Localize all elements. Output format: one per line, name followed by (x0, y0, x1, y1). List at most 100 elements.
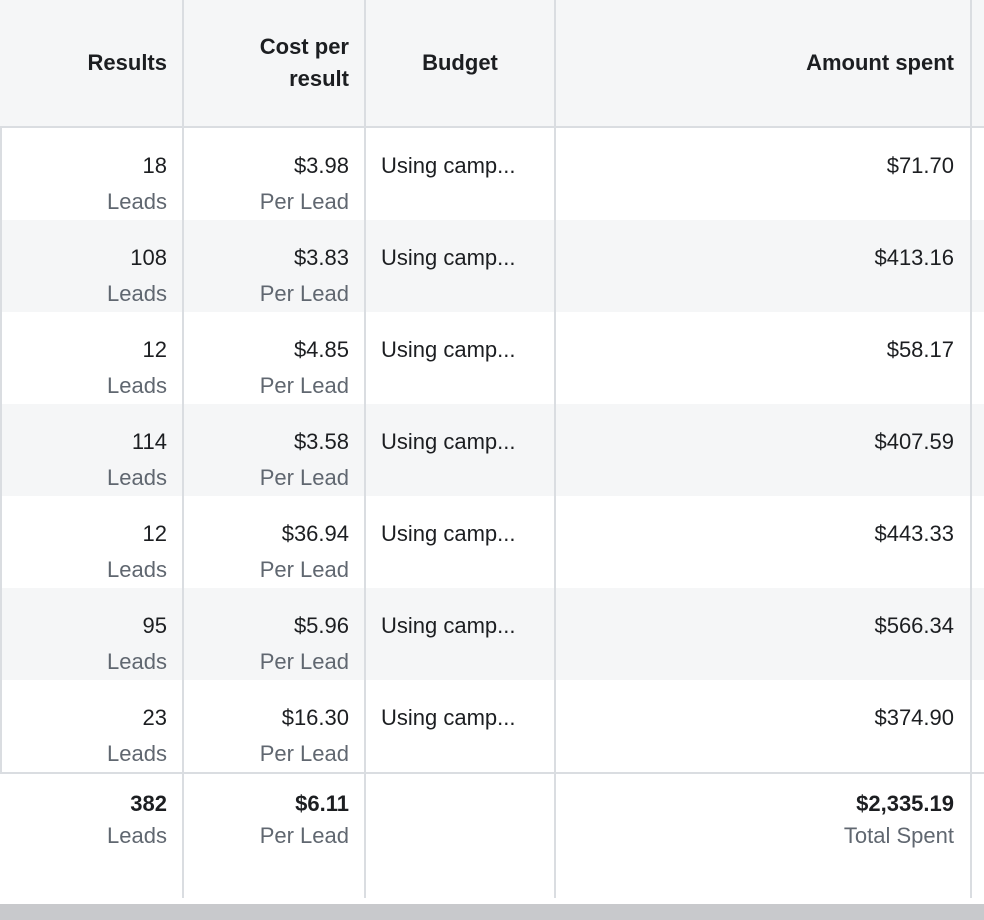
column-header-budget-label: Budget (422, 50, 498, 75)
results-cell: 12 Leads (0, 312, 183, 404)
totals-cost-value: $6.11 (295, 791, 349, 816)
cost-per-result-value: $4.85 (293, 337, 349, 362)
column-header-results-label: Results (87, 50, 167, 75)
results-unit: Leads (107, 557, 167, 582)
cost-per-result-unit: Per Lead (259, 649, 349, 674)
results-value: 12 (142, 337, 167, 362)
column-divider (970, 0, 972, 898)
cost-per-result-unit: Per Lead (259, 281, 349, 306)
column-header-amount-spent-label: Amount spent (806, 50, 954, 75)
column-header-results[interactable]: Results (0, 0, 183, 126)
totals-spent-unit: Total Spent (843, 823, 954, 848)
results-value: 18 (142, 153, 167, 178)
table-row[interactable]: 108 Leads $3.83 Per Lead Using camp... $413.1… (0, 220, 984, 312)
cost-per-result-cell: $5.96 Per Lead (183, 588, 365, 680)
budget-cell[interactable]: Using camp... (365, 680, 555, 772)
amount-spent-cell: $58.17 (555, 312, 970, 404)
results-cell: 114 Leads (0, 404, 183, 496)
cost-per-result-line2: result (289, 66, 349, 91)
cost-per-result-cell: $3.98 Per Lead (183, 128, 365, 220)
table-row[interactable]: 12 Leads $36.94 Per Lead Using camp... $443.3… (0, 496, 984, 588)
results-cell: 95 Leads (0, 588, 183, 680)
results-unit: Leads (107, 649, 167, 674)
table-row[interactable]: 23 Leads $16.30 Per Lead Using camp... $374.9… (0, 680, 984, 772)
amount-spent-value: $566.34 (874, 613, 954, 638)
totals-results-cell: 382 Leads (0, 774, 183, 866)
column-header-cost-per-result[interactable]: Cost per result (183, 0, 365, 126)
results-unit: Leads (107, 281, 167, 306)
budget-cell[interactable]: Using camp... (365, 220, 555, 312)
results-value: 114 (131, 429, 167, 454)
table-row[interactable]: 95 Leads $5.96 Per Lead Using camp... $566.34 (0, 588, 984, 680)
totals-row: 382 Leads $6.11 Per Lead $2,335.19 Total… (0, 772, 984, 900)
budget-value: Using camp... (381, 337, 516, 362)
amount-spent-value: $407.59 (874, 429, 954, 454)
results-cell: 23 Leads (0, 680, 183, 772)
results-cell: 12 Leads (0, 496, 183, 588)
cost-per-result-value: $3.98 (293, 153, 349, 178)
cost-per-result-cell: $4.85 Per Lead (183, 312, 365, 404)
amount-spent-cell: $443.33 (555, 496, 970, 588)
budget-cell[interactable]: Using camp... (365, 128, 555, 220)
amount-spent-value: $71.70 (886, 153, 954, 178)
budget-value: Using camp... (381, 245, 516, 270)
cost-per-result-cell: $36.94 Per Lead (183, 496, 365, 588)
cost-per-result-value: $3.83 (293, 245, 349, 270)
column-divider (364, 0, 366, 898)
totals-cost-cell: $6.11 Per Lead (183, 774, 365, 866)
cost-per-result-unit: Per Lead (259, 741, 349, 766)
cost-per-result-cell: $3.58 Per Lead (183, 404, 365, 496)
horizontal-scrollbar[interactable] (0, 904, 984, 920)
cost-per-result-value: $3.58 (293, 429, 349, 454)
budget-cell[interactable]: Using camp... (365, 404, 555, 496)
column-header-cost-per-result-label: Cost per result (260, 31, 349, 95)
amount-spent-value: $443.33 (874, 521, 954, 546)
results-cell: 108 Leads (0, 220, 183, 312)
cost-per-result-value: $36.94 (281, 521, 349, 546)
cost-per-result-unit: Per Lead (259, 189, 349, 214)
results-cell: 18 Leads (0, 128, 183, 220)
cost-per-result-unit: Per Lead (259, 465, 349, 490)
totals-spent-cell: $2,335.19 Total Spent (555, 774, 970, 866)
budget-cell[interactable]: Using camp... (365, 312, 555, 404)
results-value: 23 (142, 705, 167, 730)
cost-per-result-cell: $3.83 Per Lead (183, 220, 365, 312)
cost-per-result-unit: Per Lead (259, 373, 349, 398)
amount-spent-cell: $413.16 (555, 220, 970, 312)
budget-value: Using camp... (381, 613, 516, 638)
budget-cell[interactable]: Using camp... (365, 588, 555, 680)
totals-spent-value: $2,335.19 (856, 791, 954, 816)
column-divider (182, 0, 184, 898)
column-divider (554, 0, 556, 898)
cost-per-result-value: $5.96 (293, 613, 349, 638)
results-value: 12 (142, 521, 167, 546)
amount-spent-cell: $407.59 (555, 404, 970, 496)
totals-results-value: 382 (130, 791, 167, 816)
budget-value: Using camp... (381, 429, 516, 454)
results-unit: Leads (107, 189, 167, 214)
budget-value: Using camp... (381, 521, 516, 546)
ads-results-table: Results Cost per result Budget Amount sp… (0, 0, 984, 898)
amount-spent-cell: $374.90 (555, 680, 970, 772)
results-unit: Leads (107, 373, 167, 398)
amount-spent-cell: $71.70 (555, 128, 970, 220)
cost-per-result-cell: $16.30 Per Lead (183, 680, 365, 772)
results-value: 108 (130, 245, 167, 270)
cost-per-result-unit: Per Lead (259, 557, 349, 582)
table-row[interactable]: 18 Leads $3.98 Per Lead Using camp... $71.70 (0, 128, 984, 220)
amount-spent-cell: $566.34 (555, 588, 970, 680)
results-value: 95 (142, 613, 167, 638)
totals-results-unit: Leads (107, 823, 167, 848)
amount-spent-value: $58.17 (886, 337, 954, 362)
results-unit: Leads (107, 741, 167, 766)
column-divider (0, 128, 2, 772)
column-header-amount-spent[interactable]: Amount spent (555, 0, 970, 126)
column-header-budget[interactable]: Budget (365, 0, 555, 126)
table-row[interactable]: 114 Leads $3.58 Per Lead Using camp... $407.5… (0, 404, 984, 496)
budget-cell[interactable]: Using camp... (365, 496, 555, 588)
table-row[interactable]: 12 Leads $4.85 Per Lead Using camp... $58.17 (0, 312, 984, 404)
budget-value: Using camp... (381, 153, 516, 178)
cost-per-result-value: $16.30 (281, 705, 349, 730)
budget-value: Using camp... (381, 705, 516, 730)
table-header: Results Cost per result Budget Amount sp… (0, 0, 984, 128)
